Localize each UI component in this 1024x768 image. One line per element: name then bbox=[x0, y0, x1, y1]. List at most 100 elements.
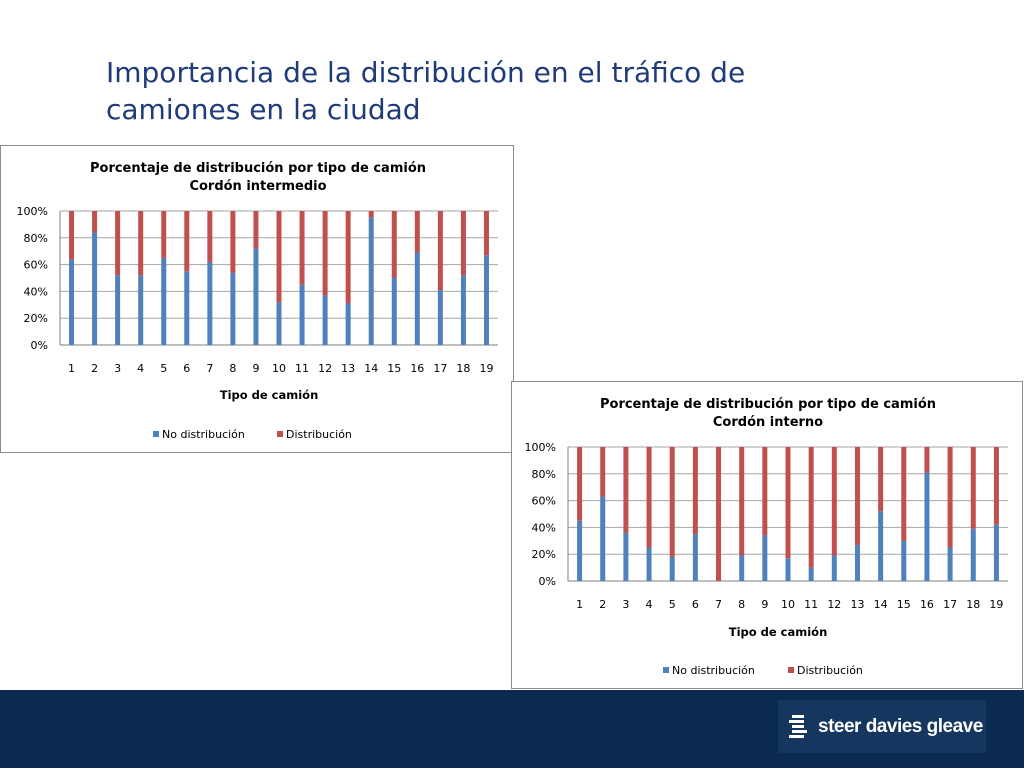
bar-no-distribucion-13 bbox=[854, 544, 860, 581]
y-tick-label: 0% bbox=[31, 339, 48, 352]
x-tick-label: 8 bbox=[229, 362, 236, 375]
bar-no-distribucion-19 bbox=[993, 524, 999, 581]
bar-no-distribucion-11 bbox=[808, 567, 814, 581]
bar-no-distribucion-15 bbox=[391, 278, 397, 345]
x-tick-label: 3 bbox=[622, 598, 629, 611]
bar-distribucion-10 bbox=[785, 447, 791, 559]
y-tick-label: 100% bbox=[17, 205, 48, 218]
legend-swatch bbox=[277, 431, 283, 437]
bar-distribucion-1 bbox=[577, 447, 583, 521]
x-tick-label: 16 bbox=[410, 362, 424, 375]
bar-distribucion-9 bbox=[762, 447, 768, 536]
bar-distribucion-5 bbox=[161, 211, 167, 258]
bar-no-distribucion-2 bbox=[600, 496, 606, 581]
bar-no-distribucion-14 bbox=[368, 217, 374, 345]
chart-title: Porcentaje de distribución por tipo de c… bbox=[90, 161, 426, 176]
x-tick-label: 17 bbox=[433, 362, 447, 375]
legend-swatch bbox=[788, 667, 794, 673]
logo-stripes-icon bbox=[789, 714, 807, 738]
chart-cordon-interno-svg: Porcentaje de distribución por tipo de c… bbox=[525, 397, 1008, 677]
bar-distribucion-13 bbox=[345, 211, 351, 304]
x-tick-label: 18 bbox=[966, 598, 980, 611]
chart-cordon-interno: Porcentaje de distribución por tipo de c… bbox=[511, 381, 1023, 689]
bar-distribucion-2 bbox=[600, 447, 606, 497]
bar-no-distribucion-3 bbox=[115, 275, 121, 345]
bar-no-distribucion-4 bbox=[138, 275, 144, 345]
bar-no-distribucion-5 bbox=[669, 556, 675, 581]
x-tick-label: 10 bbox=[272, 362, 286, 375]
x-tick-label: 11 bbox=[804, 598, 818, 611]
x-axis-label: Tipo de camión bbox=[220, 388, 319, 402]
chart-cordon-intermedio-svg: Porcentaje de distribución por tipo de c… bbox=[17, 161, 498, 441]
y-tick-label: 20% bbox=[532, 548, 556, 561]
x-tick-label: 2 bbox=[599, 598, 606, 611]
bar-no-distribucion-12 bbox=[831, 555, 837, 581]
bar-distribucion-8 bbox=[230, 211, 236, 273]
bar-no-distribucion-11 bbox=[299, 284, 305, 345]
bar-distribucion-17 bbox=[437, 211, 443, 291]
y-tick-label: 20% bbox=[24, 312, 48, 325]
x-tick-label: 7 bbox=[206, 362, 213, 375]
chart-subtitle: Cordón interno bbox=[713, 415, 823, 430]
bar-distribucion-18 bbox=[970, 447, 976, 529]
bar-no-distribucion-5 bbox=[161, 257, 167, 345]
x-tick-label: 3 bbox=[114, 362, 121, 375]
bar-no-distribucion-6 bbox=[184, 271, 190, 345]
x-tick-label: 4 bbox=[646, 598, 653, 611]
bar-no-distribucion-1 bbox=[577, 520, 583, 581]
bar-distribucion-5 bbox=[669, 447, 675, 557]
y-tick-label: 80% bbox=[532, 468, 556, 481]
bar-distribucion-2 bbox=[92, 211, 98, 233]
y-tick-label: 40% bbox=[532, 521, 556, 534]
bar-distribucion-11 bbox=[299, 211, 305, 285]
y-tick-label: 80% bbox=[24, 232, 48, 245]
bar-distribucion-19 bbox=[993, 447, 999, 525]
bar-no-distribucion-1 bbox=[69, 259, 75, 345]
y-tick-label: 40% bbox=[24, 285, 48, 298]
slide-title: Importancia de la distribución en el trá… bbox=[106, 56, 746, 126]
chart-title: Porcentaje de distribución por tipo de c… bbox=[600, 397, 936, 412]
bar-no-distribucion-2 bbox=[92, 232, 98, 345]
bar-distribucion-15 bbox=[391, 211, 397, 278]
x-tick-label: 19 bbox=[479, 362, 493, 375]
bar-distribucion-6 bbox=[692, 447, 698, 535]
bar-distribucion-13 bbox=[854, 447, 860, 545]
bar-no-distribucion-3 bbox=[623, 532, 629, 581]
bar-distribucion-3 bbox=[623, 447, 629, 533]
bar-no-distribucion-4 bbox=[646, 547, 652, 581]
legend-swatch bbox=[153, 431, 159, 437]
x-tick-label: 18 bbox=[456, 362, 470, 375]
bar-distribucion-14 bbox=[368, 211, 374, 218]
logo-text: steer davies gleave bbox=[818, 715, 983, 737]
x-tick-label: 11 bbox=[295, 362, 309, 375]
bar-distribucion-10 bbox=[276, 211, 282, 303]
x-tick-label: 9 bbox=[761, 598, 768, 611]
x-tick-label: 5 bbox=[669, 598, 676, 611]
x-tick-label: 8 bbox=[738, 598, 745, 611]
x-tick-label: 14 bbox=[364, 362, 378, 375]
bar-distribucion-3 bbox=[115, 211, 121, 276]
bar-distribucion-9 bbox=[253, 211, 259, 249]
x-tick-label: 6 bbox=[183, 362, 190, 375]
legend-label: No distribución bbox=[162, 428, 245, 441]
bar-distribucion-6 bbox=[184, 211, 190, 272]
legend-swatch bbox=[663, 667, 669, 673]
bar-distribucion-8 bbox=[739, 447, 745, 556]
x-tick-label: 10 bbox=[781, 598, 795, 611]
bar-distribucion-1 bbox=[69, 211, 75, 260]
x-tick-label: 1 bbox=[68, 362, 75, 375]
bar-no-distribucion-14 bbox=[878, 511, 884, 581]
x-tick-label: 13 bbox=[850, 598, 864, 611]
bar-distribucion-14 bbox=[878, 447, 884, 512]
legend-label: Distribución bbox=[286, 428, 352, 441]
x-tick-label: 1 bbox=[576, 598, 583, 611]
x-tick-label: 13 bbox=[341, 362, 355, 375]
y-tick-label: 0% bbox=[539, 575, 556, 588]
bar-distribucion-4 bbox=[138, 211, 144, 276]
x-tick-label: 19 bbox=[989, 598, 1003, 611]
y-tick-label: 100% bbox=[525, 441, 556, 454]
x-tick-label: 16 bbox=[920, 598, 934, 611]
y-tick-label: 60% bbox=[532, 495, 556, 508]
chart-cordon-intermedio: Porcentaje de distribución por tipo de c… bbox=[0, 145, 514, 453]
bar-distribucion-7 bbox=[207, 211, 213, 262]
